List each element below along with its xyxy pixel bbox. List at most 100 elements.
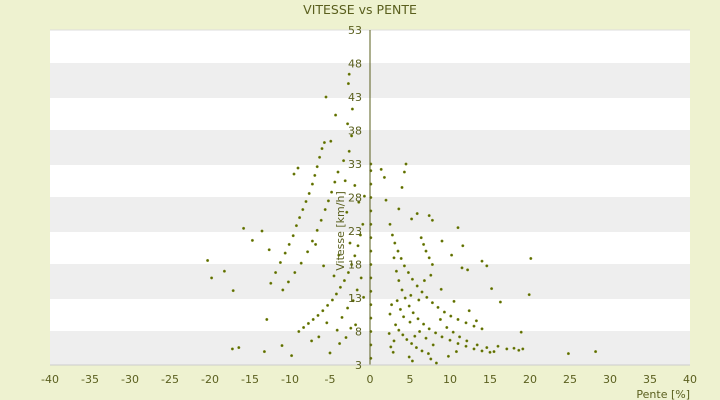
data-point: [410, 217, 414, 221]
data-point: [397, 328, 401, 332]
data-point: [311, 317, 315, 321]
data-point: [379, 167, 383, 171]
x-tick-labels: -40 -35 -30 -25 -20 -15 -10 -5 0 5 10 15 20 25 30 35 40: [41, 373, 697, 386]
x-tick-label: -25: [161, 373, 179, 386]
data-point: [281, 288, 285, 292]
data-point: [399, 256, 403, 260]
x-tick-label: -20: [201, 373, 219, 386]
data-point: [420, 349, 424, 353]
data-point: [290, 354, 294, 358]
data-point: [498, 300, 502, 304]
data-point: [351, 299, 355, 303]
y-tick-label: 13: [348, 292, 362, 305]
x-tick-label: -30: [121, 373, 139, 386]
data-point: [452, 299, 456, 303]
data-point: [318, 155, 322, 159]
data-point: [333, 180, 337, 184]
data-point: [206, 258, 210, 262]
data-point: [407, 304, 411, 308]
y-tick-label: 18: [348, 259, 362, 272]
data-point: [466, 268, 470, 272]
data-point: [464, 321, 468, 325]
data-point: [354, 323, 358, 327]
data-point: [302, 325, 306, 329]
y-tick-label: 43: [348, 91, 362, 104]
y-axis-label: Vitesse [km/h]: [334, 191, 347, 271]
data-point: [353, 254, 357, 258]
data-point: [410, 277, 414, 281]
data-point: [286, 280, 290, 284]
data-point: [278, 260, 282, 264]
data-point: [492, 350, 496, 354]
y-tick-label: 48: [348, 58, 362, 71]
data-point: [418, 330, 422, 334]
data-point: [294, 224, 298, 228]
data-point: [456, 226, 460, 230]
data-point: [440, 335, 444, 339]
data-point: [424, 249, 428, 253]
data-point: [409, 293, 413, 297]
data-point: [451, 330, 455, 334]
x-tick-label: 20: [523, 373, 537, 386]
data-point: [362, 295, 366, 299]
data-point: [429, 357, 433, 361]
data-point: [322, 141, 326, 145]
data-point: [301, 208, 305, 212]
x-tick-label: -15: [241, 373, 259, 386]
data-point: [313, 173, 317, 177]
data-point: [415, 212, 419, 216]
data-point: [434, 361, 438, 365]
data-point: [269, 281, 273, 285]
data-point: [324, 95, 328, 99]
data-point: [382, 175, 386, 179]
data-point: [322, 264, 326, 268]
data-point: [314, 242, 318, 246]
data-point: [395, 299, 399, 303]
data-point: [438, 317, 442, 321]
y-tick-label: 33: [348, 158, 362, 171]
data-point: [291, 234, 295, 238]
data-point: [348, 241, 352, 245]
data-point: [317, 335, 321, 339]
data-point: [445, 325, 449, 329]
data-point: [391, 350, 395, 354]
data-point: [307, 191, 311, 195]
data-point: [326, 199, 330, 203]
data-point: [319, 218, 323, 222]
data-point: [413, 334, 417, 338]
data-point: [340, 315, 344, 319]
data-point: [422, 279, 426, 283]
data-point: [594, 350, 598, 354]
data-point: [315, 165, 319, 169]
data-point: [458, 335, 462, 339]
y-tick-label: 3: [355, 359, 362, 372]
data-point: [310, 339, 314, 343]
data-point: [480, 349, 484, 353]
data-point: [401, 333, 405, 337]
data-point: [426, 352, 430, 356]
data-point: [488, 350, 492, 354]
data-point: [316, 313, 320, 317]
data-point: [512, 346, 516, 350]
data-point: [310, 239, 314, 243]
x-tick-label: 5: [407, 373, 414, 386]
data-point: [430, 218, 434, 222]
data-point: [465, 339, 469, 343]
x-tick-label: -40: [41, 373, 59, 386]
data-point: [411, 311, 415, 315]
data-point: [262, 350, 266, 354]
data-point: [440, 239, 444, 243]
data-point: [384, 198, 388, 202]
data-point: [326, 303, 330, 307]
data-point: [361, 222, 365, 226]
data-point: [359, 276, 363, 280]
data-point: [485, 346, 489, 350]
data-point: [434, 331, 438, 335]
x-tick-label: -5: [325, 373, 336, 386]
data-point: [387, 332, 391, 336]
data-point: [394, 323, 398, 327]
data-point: [485, 264, 489, 268]
data-point: [306, 250, 310, 254]
data-point: [460, 266, 464, 270]
